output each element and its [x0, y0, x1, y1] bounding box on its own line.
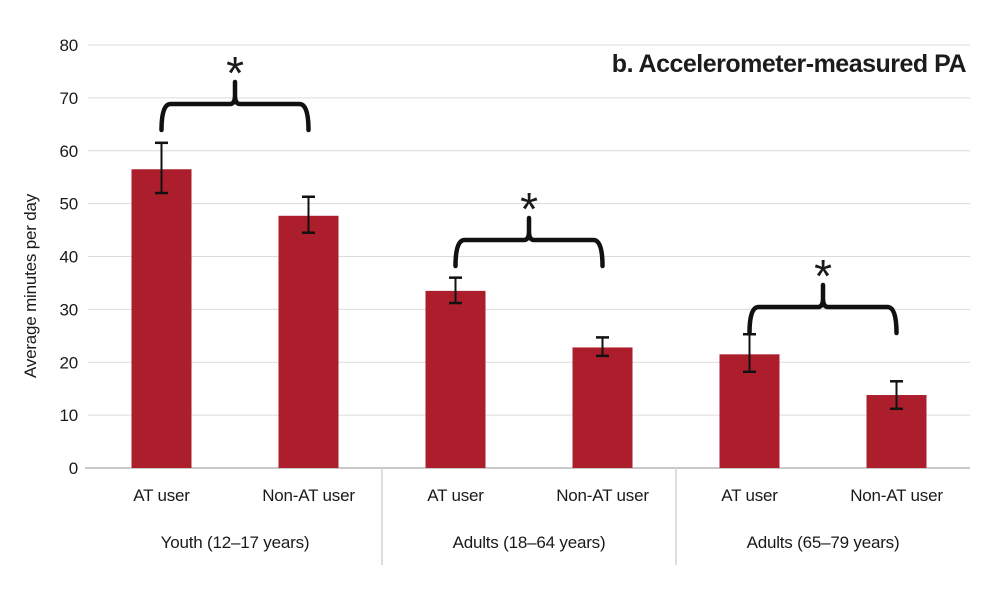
significance-asterisk: *: [520, 183, 538, 235]
group-label: Youth (12–17 years): [161, 533, 310, 552]
y-tick-label: 50: [59, 195, 78, 214]
significance-brace: [747, 282, 899, 336]
chart-title: b. Accelerometer-measured PA: [611, 50, 967, 78]
y-tick-label: 40: [59, 248, 78, 267]
bar-label: Non-AT user: [262, 486, 355, 505]
bar: [278, 215, 339, 468]
significance-brace: [453, 215, 605, 269]
y-tick-label: 60: [59, 142, 78, 161]
y-tick-label: 70: [59, 89, 78, 108]
y-tick-label: 0: [69, 459, 78, 478]
y-axis-title: Average minutes per day: [21, 193, 40, 379]
bar: [572, 347, 633, 468]
y-tick-label: 30: [59, 300, 78, 319]
bar-label: Non-AT user: [850, 486, 943, 505]
y-tick-label: 20: [59, 353, 78, 372]
group-label: Adults (18–64 years): [453, 533, 606, 552]
bar-label: AT user: [721, 486, 778, 505]
bar: [425, 290, 486, 468]
bar: [719, 354, 780, 468]
bar-label: AT user: [133, 486, 190, 505]
significance-asterisk: *: [226, 47, 244, 99]
bar-label: Non-AT user: [556, 486, 649, 505]
significance-brace: [159, 79, 311, 133]
y-tick-label: 80: [59, 36, 78, 55]
bar: [131, 169, 192, 468]
y-tick-label: 10: [59, 406, 78, 425]
bar-label: AT user: [427, 486, 484, 505]
group-label: Adults (65–79 years): [747, 533, 900, 552]
significance-asterisk: *: [814, 250, 832, 302]
